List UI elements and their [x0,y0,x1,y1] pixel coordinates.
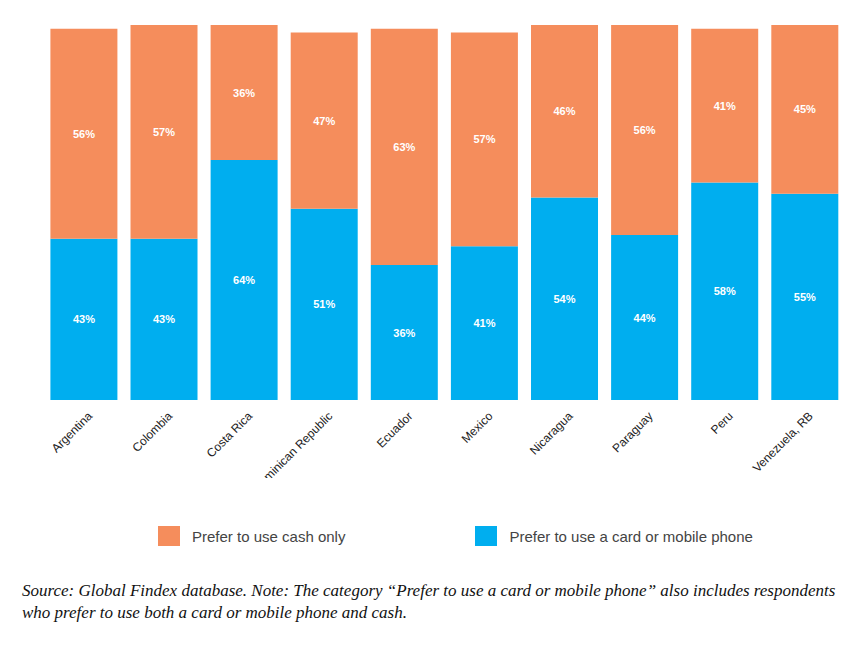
svg-text:56%: 56% [73,128,95,140]
svg-text:58%: 58% [714,285,736,297]
svg-text:54%: 54% [553,293,575,305]
svg-text:Mexico: Mexico [459,409,496,446]
svg-text:64%: 64% [233,274,255,286]
svg-text:55%: 55% [794,291,816,303]
svg-text:Colombia: Colombia [129,409,175,455]
svg-text:41%: 41% [473,317,495,329]
svg-text:41%: 41% [714,100,736,112]
svg-text:44%: 44% [634,312,656,324]
svg-text:Venezuela, RB: Venezuela, RB [750,409,816,475]
svg-text:45%: 45% [794,103,816,115]
svg-text:Nicaragua: Nicaragua [527,409,576,458]
svg-text:46%: 46% [553,105,575,117]
svg-text:57%: 57% [153,126,175,138]
svg-text:63%: 63% [393,141,415,153]
svg-text:47%: 47% [313,115,335,127]
svg-text:Peru: Peru [708,409,736,437]
svg-text:Costa Rica: Costa Rica [204,409,256,461]
svg-text:43%: 43% [153,313,175,325]
svg-text:51%: 51% [313,298,335,310]
svg-text:57%: 57% [473,133,495,145]
svg-text:Dominican Republic: Dominican Republic [250,409,335,478]
svg-text:56%: 56% [634,124,656,136]
svg-text:36%: 36% [393,327,415,339]
html-text:Prefer to use cash only: Prefer to use cash only [192,527,346,545]
html-text:Prefer to use a card or mobile: Prefer to use a card or mobile phone [509,527,753,545]
svg-text:43%: 43% [73,313,95,325]
svg-text:Argentina: Argentina [49,409,95,455]
svg-text:Paraguay: Paraguay [609,409,655,455]
svg-text:Ecuador: Ecuador [374,409,416,451]
html-text:Source: Global Findex database: Source: Global Findex database. Note: Th… [22,581,836,622]
svg-text:36%: 36% [233,87,255,99]
